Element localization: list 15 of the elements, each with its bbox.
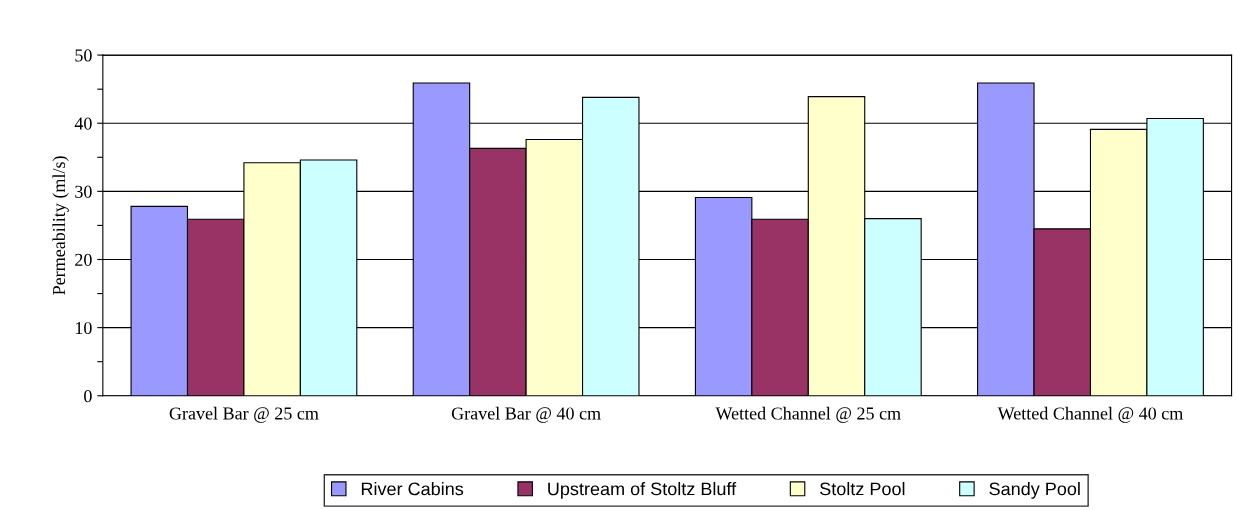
y-tick-label: 30 xyxy=(75,185,92,198)
x-tick-label: Gravel Bar @ 40 cm xyxy=(451,406,601,423)
x-tick-label: Wetted Channel @ 25 cm xyxy=(715,406,901,423)
y-tick-label: 20 xyxy=(75,253,92,266)
y-tick-label: 10 xyxy=(75,321,92,335)
x-tick-label: Gravel Bar @ 25 cm xyxy=(169,406,319,423)
y-tick-label: 0 xyxy=(84,390,92,403)
y-tick-label: 50 xyxy=(75,49,92,62)
legend-label: Sandy Pool xyxy=(989,482,1080,499)
y-tick-label: 40 xyxy=(74,117,92,130)
legend-label: Stoltz Pool xyxy=(820,482,905,496)
y-axis-title: Permeability (ml/s) xyxy=(52,156,69,295)
legend-label: River Cabins xyxy=(361,482,464,496)
x-tick-label: Wetted Channel @ 40 cm xyxy=(997,406,1184,423)
legend-label: Upstream of Stoltz Bluff xyxy=(548,482,737,499)
